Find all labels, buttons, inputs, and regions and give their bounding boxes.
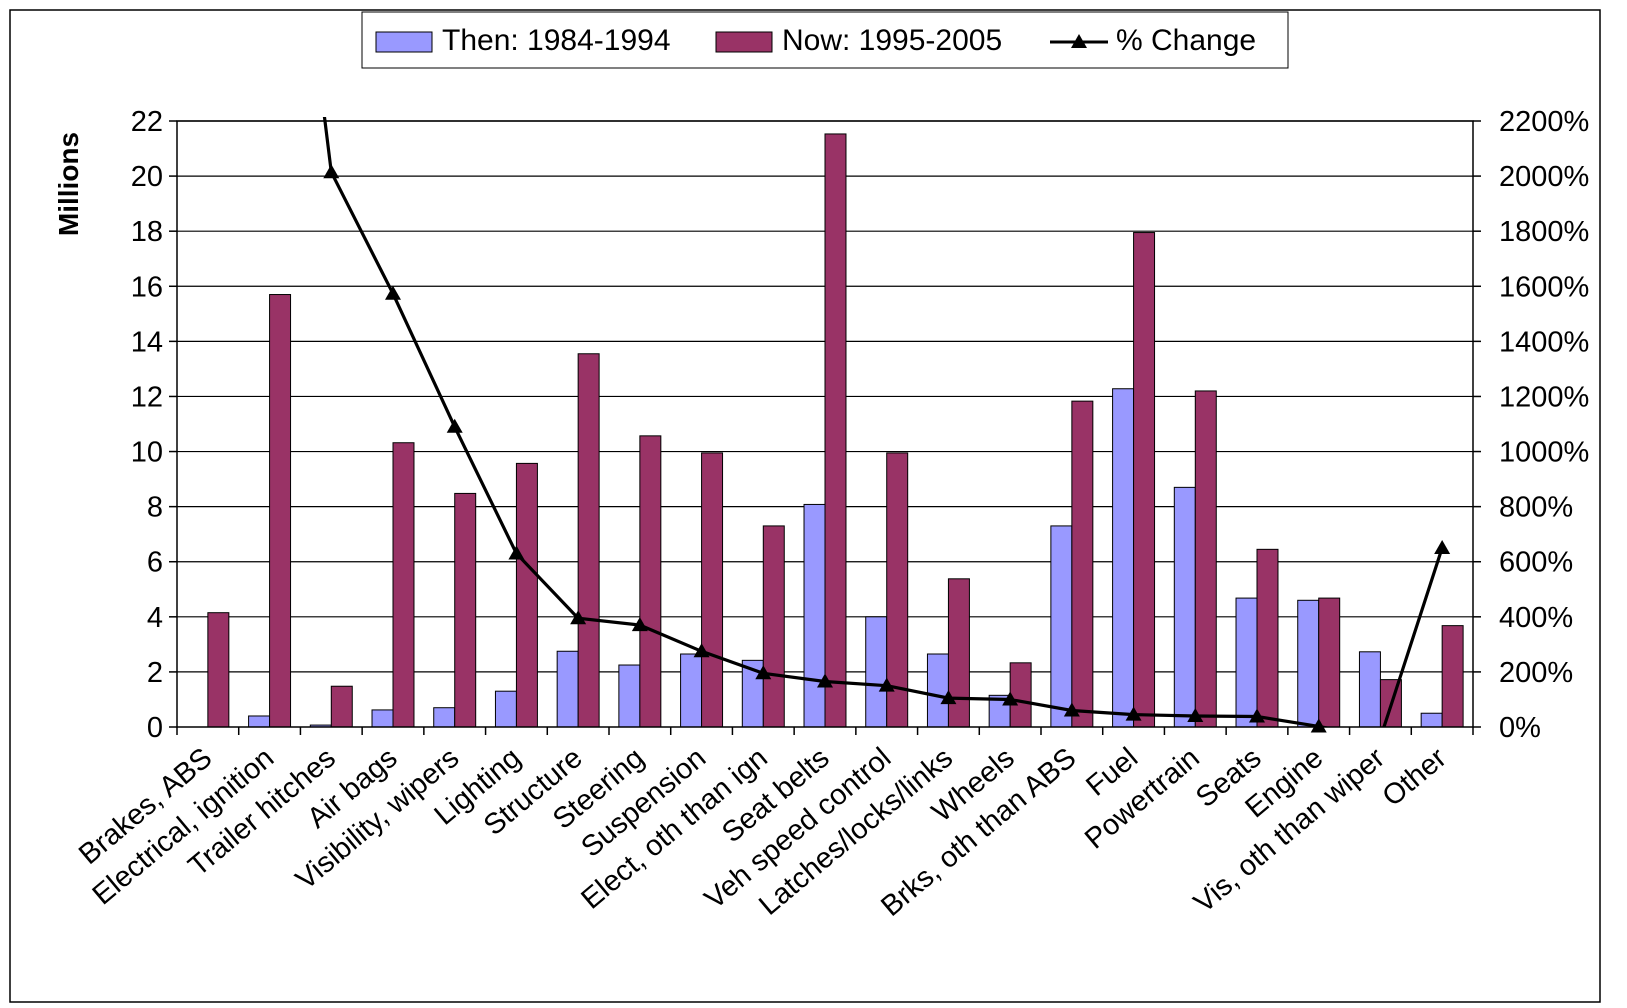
y-tick-label: 2 xyxy=(147,657,163,689)
y-tick-label: 8 xyxy=(147,492,163,524)
pct-change-line xyxy=(322,117,1451,733)
bar-then xyxy=(494,690,517,728)
bar-now xyxy=(1318,597,1341,728)
y-tick-label: 12 xyxy=(131,381,163,413)
bar-now xyxy=(1133,232,1156,728)
bars xyxy=(207,133,1464,728)
pct-change-marker xyxy=(385,285,401,300)
bar-then xyxy=(1358,651,1381,728)
bar-then xyxy=(1050,525,1073,728)
legend-marker-change xyxy=(1071,34,1087,48)
pct-change-marker xyxy=(323,164,340,179)
bar-then xyxy=(1420,712,1443,728)
bar-now xyxy=(1256,548,1279,728)
legend: Then: 1984-1994 Now: 1995-2005 % Change xyxy=(361,11,1289,69)
legend-box xyxy=(361,11,1289,69)
y-tick-label: 14 xyxy=(131,326,163,358)
bar-then xyxy=(1112,388,1135,728)
y2-tick-label: 1600% xyxy=(1499,271,1589,303)
pct-change-marker xyxy=(817,673,833,688)
pct-change-marker xyxy=(570,610,587,625)
bar-then xyxy=(556,650,579,728)
bar-then xyxy=(680,653,703,728)
plot-area xyxy=(176,120,1474,728)
y2-tick-label: 200% xyxy=(1499,657,1573,689)
bar-then xyxy=(1235,597,1258,728)
y-tick-label: 18 xyxy=(131,216,163,248)
y-tick-label: 0 xyxy=(147,712,163,744)
y2-tick-label: 2000% xyxy=(1499,161,1589,193)
y-tick-label: 4 xyxy=(147,602,163,634)
y-tick-label: 20 xyxy=(131,161,163,193)
legend-label-now: Now: 1995-2005 xyxy=(782,24,1002,57)
bar-now xyxy=(762,525,785,728)
pct-change-marker xyxy=(1063,702,1080,717)
pct-change-series xyxy=(322,117,1444,727)
y-tick-label: 22 xyxy=(131,106,163,138)
pct-change-marker xyxy=(446,418,463,433)
bar-now xyxy=(454,492,477,728)
bar-now xyxy=(639,435,662,728)
bar-then xyxy=(248,715,271,728)
legend-swatch-now xyxy=(715,31,773,53)
bar-now xyxy=(1194,390,1217,728)
bar-now xyxy=(207,612,230,728)
bar-then xyxy=(1297,599,1320,728)
bar-now xyxy=(577,353,600,728)
pct-change-marker xyxy=(1002,691,1019,706)
bar-then xyxy=(803,503,826,728)
pct-change-marker xyxy=(1434,539,1451,554)
bar-then xyxy=(865,616,888,728)
bar-now xyxy=(947,578,970,728)
bar-now xyxy=(515,462,538,728)
bar-now xyxy=(269,294,292,728)
pct-change-marker xyxy=(1310,718,1327,733)
bar-now xyxy=(824,133,847,728)
y2-tick-label: 1800% xyxy=(1499,216,1589,248)
y2-tick-label: 2200% xyxy=(1499,106,1589,138)
pct-change-marker xyxy=(1249,708,1265,723)
y-tick-label: 16 xyxy=(131,271,163,303)
y2-tick-label: 1400% xyxy=(1499,326,1589,358)
bar-then xyxy=(926,653,949,728)
pct-change-marker xyxy=(1125,706,1142,721)
pct-change-marker xyxy=(508,545,525,560)
y2-tick-label: 600% xyxy=(1499,547,1573,579)
bar-then xyxy=(433,707,456,728)
pct-change-marker xyxy=(878,677,895,692)
pct-change-marker xyxy=(631,617,648,632)
bar-now xyxy=(701,452,724,728)
y2-tick-label: 1000% xyxy=(1499,437,1589,469)
pct-change-marker xyxy=(693,643,710,658)
y2-tick-label: 800% xyxy=(1499,492,1573,524)
y2-tick-label: 0% xyxy=(1499,712,1541,744)
bar-then xyxy=(371,709,394,728)
bar-then xyxy=(1173,486,1196,728)
legend-label-then: Then: 1984-1994 xyxy=(442,24,671,57)
pct-change-marker xyxy=(1187,707,1204,722)
y-tick-label: 10 xyxy=(131,437,163,469)
y2-tick-label: 1200% xyxy=(1499,381,1589,413)
bar-now xyxy=(1071,400,1094,728)
bar-now xyxy=(1441,625,1464,728)
legend-label-change: % Change xyxy=(1116,24,1256,57)
y-tick-label: 6 xyxy=(147,547,163,579)
bar-now xyxy=(330,685,353,728)
bar-then xyxy=(618,664,641,728)
pct-change-marker xyxy=(940,690,957,705)
y2-tick-label: 400% xyxy=(1499,602,1573,634)
bar-now xyxy=(392,442,415,728)
bar-now xyxy=(1009,662,1032,728)
pct-change-marker xyxy=(755,665,772,680)
legend-swatch-then xyxy=(375,31,433,53)
y-axis-label: Millions xyxy=(53,132,84,236)
